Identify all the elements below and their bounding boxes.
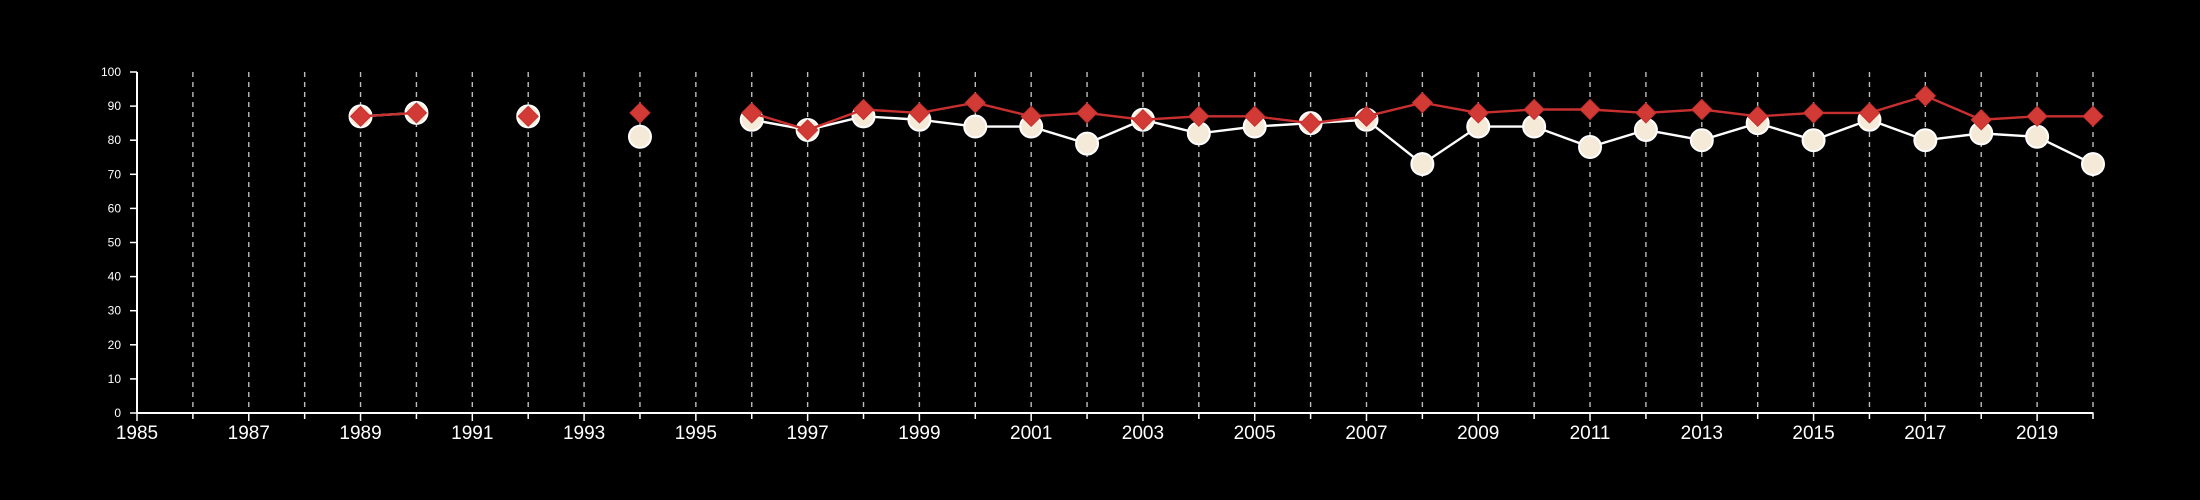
x-tick-label-1987: 1987 bbox=[228, 423, 270, 444]
x-tick-label-1995: 1995 bbox=[675, 423, 717, 444]
series-0-point-1994 bbox=[627, 124, 652, 149]
x-tick-label-2003: 2003 bbox=[1122, 423, 1164, 444]
series-1-point-1992 bbox=[517, 105, 539, 128]
x-tick-label-2013: 2013 bbox=[1681, 423, 1723, 444]
series-1-point-1998 bbox=[852, 98, 875, 121]
series-1-point-2003 bbox=[1132, 109, 1154, 131]
series-1-point-2008 bbox=[1411, 91, 1434, 114]
series-1-point-2001 bbox=[1020, 105, 1042, 128]
series-0-point-2017 bbox=[1913, 128, 1938, 153]
x-tick-label-2017: 2017 bbox=[1904, 423, 1946, 444]
x-tick-label-1989: 1989 bbox=[339, 423, 381, 444]
series-1-point-2015 bbox=[1802, 102, 1825, 124]
tick-labels: 0 10 20 30 40 50 60 70 80 90 100 1985 1987 1989 1991 19… bbox=[101, 65, 2058, 444]
series-1-point-2011 bbox=[1579, 98, 1601, 121]
data-series bbox=[348, 85, 2105, 177]
x-tick-label-2005: 2005 bbox=[1234, 423, 1276, 444]
series-1-point-2004 bbox=[1188, 105, 1210, 128]
series-1-point-2020 bbox=[2082, 105, 2104, 128]
series-1-point-2002 bbox=[1076, 102, 1098, 124]
y-tick-label-10: 10 bbox=[108, 372, 122, 386]
x-tick-label-2019: 2019 bbox=[2016, 423, 2058, 444]
series-1-point-1994 bbox=[629, 102, 651, 124]
series-0-point-2020 bbox=[2081, 152, 2105, 177]
series-1-point-2019 bbox=[2026, 105, 2048, 128]
vertical-gridlines bbox=[192, 72, 2094, 413]
series-1-point-2009 bbox=[1467, 102, 1489, 124]
x-tick-label-1997: 1997 bbox=[786, 423, 828, 444]
series-1-point-2000 bbox=[964, 91, 986, 114]
series-1-point-2016 bbox=[1858, 102, 1881, 124]
y-tick-label-50: 50 bbox=[108, 236, 122, 250]
series-1-point-2017 bbox=[1914, 85, 1937, 107]
y-tick-label-60: 60 bbox=[108, 201, 122, 215]
series-0-point-2002 bbox=[1075, 131, 1100, 156]
y-tick-label-0: 0 bbox=[114, 406, 121, 420]
series-0-point-2000 bbox=[963, 114, 988, 139]
series-0-point-2013 bbox=[1689, 128, 1714, 153]
series-1-point-2007 bbox=[1355, 105, 1378, 128]
y-tick-label-80: 80 bbox=[108, 133, 122, 147]
axes bbox=[130, 71, 2094, 421]
x-tick-label-1985: 1985 bbox=[116, 423, 158, 444]
series-1-point-1999 bbox=[908, 102, 931, 124]
x-tick-label-1991: 1991 bbox=[451, 423, 493, 444]
y-tick-label-90: 90 bbox=[108, 99, 122, 113]
series-1-point-2005 bbox=[1244, 105, 1266, 128]
series-1-point-2014 bbox=[1746, 105, 1769, 128]
y-tick-label-40: 40 bbox=[108, 270, 122, 284]
series-1-point-1990 bbox=[405, 102, 428, 124]
x-tick-label-2001: 2001 bbox=[1010, 423, 1052, 444]
series-0-point-2019 bbox=[2025, 124, 2050, 149]
series-1-point-1997 bbox=[796, 119, 819, 141]
series-1-point-2018 bbox=[1970, 109, 1992, 131]
series-1-point-2013 bbox=[1691, 98, 1713, 121]
x-tick-label-1999: 1999 bbox=[898, 423, 940, 444]
y-tick-label-100: 100 bbox=[101, 65, 121, 79]
x-tick-label-2015: 2015 bbox=[1792, 423, 1834, 444]
x-tick-label-2011: 2011 bbox=[1570, 423, 1611, 444]
series-1-point-2006 bbox=[1299, 112, 1322, 134]
y-tick-label-20: 20 bbox=[108, 338, 122, 352]
series-1-point-2012 bbox=[1635, 102, 1657, 124]
x-tick-label-1993: 1993 bbox=[563, 423, 605, 444]
series-0-point-2015 bbox=[1801, 128, 1826, 153]
series-1-point-1989 bbox=[349, 105, 372, 128]
y-tick-label-30: 30 bbox=[108, 304, 122, 318]
series-1-point-1996 bbox=[741, 102, 763, 124]
series-0-point-2011 bbox=[1578, 135, 1603, 160]
series-0-point-2008 bbox=[1410, 152, 1435, 177]
y-tick-label-70: 70 bbox=[108, 167, 122, 181]
series-1-point-2010 bbox=[1523, 98, 1545, 121]
x-tick-label-2007: 2007 bbox=[1345, 423, 1387, 444]
x-tick-label-2009: 2009 bbox=[1457, 423, 1499, 444]
series-1-diamond bbox=[349, 85, 2104, 141]
